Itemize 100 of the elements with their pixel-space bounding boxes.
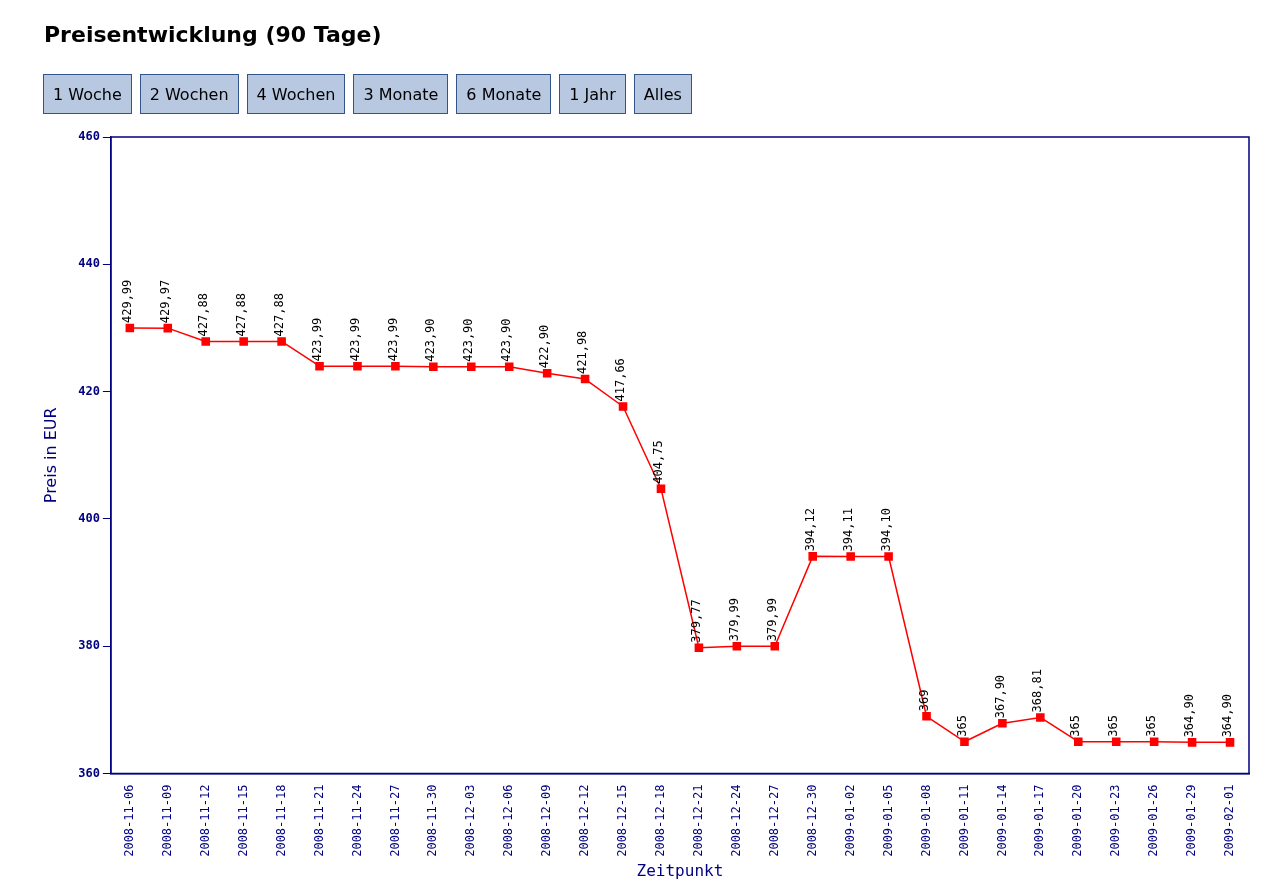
data-label: 427,88 [195,293,210,337]
point [618,402,628,411]
x-tick-label: 2008-12-18 [653,784,668,857]
data-label: 421,98 [575,330,590,375]
x-axis-title: Zeitpunkt [636,860,724,880]
point [846,552,855,561]
data-label: 365 [1106,715,1121,737]
y-tick-label: 460 [78,129,100,144]
data-label: 429,97 [157,279,172,324]
data-label: 365 [954,715,969,737]
point [1074,737,1083,747]
x-tick-label: 2009-01-29 [1184,784,1199,857]
data-label: 417,66 [613,358,628,402]
range-button[interactable]: 4 Wochen [246,74,346,114]
data-label: 394,11 [840,508,855,552]
x-tick-label: 2009-01-11 [956,784,971,857]
point [998,718,1007,728]
point [277,337,286,346]
point [429,362,438,372]
data-label: 369 [916,689,931,712]
x-tick-label: 2009-01-05 [880,784,895,857]
y-tick-label: 380 [78,638,100,653]
data-label: 427,88 [233,293,248,337]
data-label: 394,10 [878,508,893,552]
point [315,361,324,371]
range-button[interactable]: 1 Woche [43,74,132,114]
x-tick-label: 2009-01-23 [1108,784,1123,857]
point [1111,737,1121,747]
x-tick-label: 2008-11-18 [273,784,288,857]
y-tick-label: 440 [78,256,100,271]
x-tick-label: 2008-12-24 [728,784,743,857]
data-label: 423,99 [385,317,400,362]
point [391,361,400,371]
point [1036,713,1045,722]
point [884,552,893,561]
y-tick-label: 400 [78,511,100,526]
x-tick-label: 2009-02-01 [1222,784,1237,857]
x-tick-label: 2009-01-26 [1146,784,1161,857]
data-label: 379,77 [689,599,704,643]
point [960,737,969,747]
x-tick-label: 2008-11-09 [159,784,174,857]
point [1187,738,1197,747]
point [656,484,666,493]
x-tick-label: 2008-12-30 [804,784,819,857]
data-label: 368,81 [1030,669,1045,713]
data-label: 429,99 [119,279,134,324]
range-button[interactable]: 6 Monate [456,74,552,114]
point [694,643,704,652]
point [239,337,248,346]
data-label: 423,90 [499,318,514,362]
data-label: 364,90 [1220,694,1235,738]
x-tick-label: 2009-01-17 [1032,784,1047,857]
x-tick-label: 2008-12-15 [615,784,630,857]
x-tick-label: 2009-01-02 [842,784,857,857]
point [732,642,742,651]
x-tick-label: 2008-11-27 [387,784,402,857]
data-label: 423,90 [423,318,438,362]
x-tick-label: 2009-01-08 [918,784,933,857]
point [467,362,476,372]
data-label: 427,88 [271,293,286,337]
point [922,711,931,721]
range-button[interactable]: 3 Monate [353,74,449,114]
data-label: 365 [1144,715,1159,737]
data-label: 379,99 [726,597,741,642]
point [125,323,135,333]
y-tick-label: 420 [78,383,100,398]
range-button[interactable]: 2 Wochen [139,74,239,114]
data-label: 365 [1068,715,1083,737]
x-tick-label: 2008-12-27 [766,784,781,857]
y-axis-title: Preis in EUR [40,407,60,504]
point [542,368,552,378]
point [770,642,780,651]
point [201,337,210,346]
x-tick-label: 2008-11-12 [197,784,212,857]
x-tick-label: 2008-12-21 [691,784,706,857]
x-tick-label: 2008-12-09 [539,784,554,857]
data-label: 367,90 [992,674,1007,719]
y-tick-label: 360 [78,765,100,780]
x-tick-label: 2008-12-03 [463,784,478,857]
point [163,323,173,333]
x-tick-label: 2008-12-12 [577,784,592,857]
data-label: 394,12 [802,508,817,552]
point [808,552,817,561]
data-label: 423,90 [461,318,476,362]
point [504,362,514,372]
chart-title: Preisentwicklung (90 Tage) [44,22,382,47]
x-tick-label: 2009-01-20 [1070,784,1085,857]
data-label: 404,75 [651,440,666,484]
x-tick-label: 2008-11-24 [349,784,364,857]
data-label: 423,99 [309,317,324,362]
point [1149,737,1159,747]
range-button[interactable]: Alles [633,74,692,114]
data-label: 423,99 [347,317,362,362]
data-label: 379,99 [764,597,779,642]
point [1225,738,1235,747]
x-tick-label: 2008-11-06 [121,784,136,857]
range-button[interactable]: 1 Jahr [559,74,626,114]
x-tick-label: 2009-01-14 [994,784,1009,857]
x-tick-label: 2008-11-30 [425,784,440,857]
data-label: 364,90 [1182,694,1197,738]
